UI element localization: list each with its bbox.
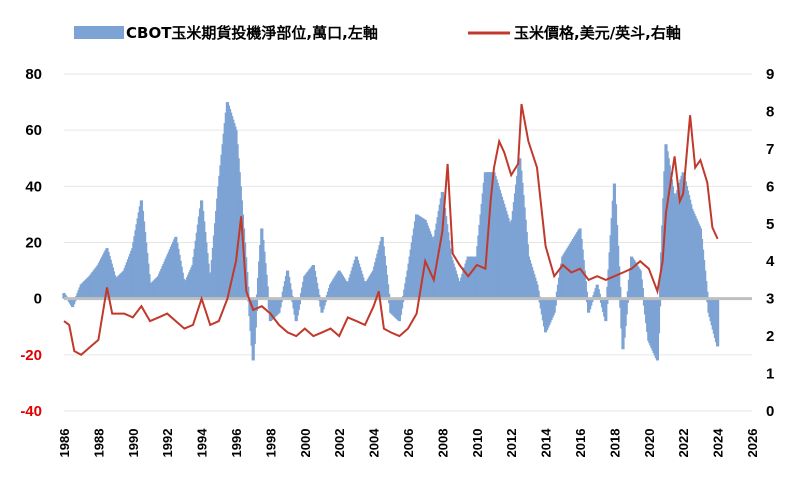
bar [605, 298, 609, 304]
x-tick-label: 2022 [676, 429, 691, 458]
x-tick-label: 2018 [607, 429, 622, 458]
y-left-tick-label: 0 [34, 291, 42, 308]
bar [704, 281, 708, 299]
y-right-tick-label: 7 [766, 141, 774, 158]
bar [279, 298, 283, 303]
bar [399, 298, 404, 309]
x-tick-label: 1992 [160, 429, 175, 458]
x-tick-label: 2002 [332, 429, 347, 458]
bar [656, 298, 661, 334]
y-right-tick-label: 9 [766, 66, 774, 83]
line-series [63, 103, 719, 357]
bar [705, 291, 709, 299]
x-tick-label: 2024 [711, 428, 726, 458]
x-tick-label: 1996 [229, 429, 244, 458]
bar [624, 298, 628, 315]
y-left-tick-label: 60 [25, 122, 42, 139]
y-left-tick-label: 20 [25, 235, 42, 252]
x-tick-label: 2016 [573, 429, 588, 458]
x-tick-label: 2010 [470, 429, 485, 458]
bar [716, 298, 720, 347]
y-right-tick-label: 8 [766, 103, 774, 120]
bar [253, 298, 257, 328]
axis-ticks: 80 60 40 20 0 -20 -40 9 8 7 6 5 4 3 2 1 0 1986 1988 1990 199… [20, 66, 775, 457]
x-tick-label: 1990 [126, 429, 141, 458]
bar [385, 284, 390, 299]
bar [536, 290, 540, 299]
bar [618, 287, 622, 299]
x-tick-label: 1988 [91, 429, 106, 458]
bar [323, 298, 327, 303]
x-tick-label: 1986 [57, 429, 72, 458]
y-right-tick-label: 5 [766, 216, 774, 233]
y-left-tick-label: -20 [20, 347, 42, 364]
bar [278, 298, 282, 308]
bar [625, 298, 629, 303]
y-left-tick-label: 80 [25, 66, 42, 83]
bar [583, 281, 587, 299]
bar [584, 291, 589, 299]
x-tick-label: 2004 [367, 428, 382, 458]
y-right-tick-label: 4 [766, 253, 775, 270]
gridlines [64, 73, 752, 412]
y-right-tick-label: 3 [766, 291, 774, 308]
bar [401, 298, 405, 303]
legend-label-bars: CBOT玉米期貨投機淨部位,萬口,左軸 [126, 24, 378, 42]
y-right-tick-label: 6 [766, 178, 774, 195]
x-tick-label: 1994 [195, 428, 210, 458]
bar [316, 288, 320, 299]
bar [640, 288, 644, 299]
bar [387, 293, 391, 299]
bar [590, 298, 594, 303]
y-right-tick-label: 2 [766, 328, 774, 345]
x-tick-label: 2006 [401, 429, 416, 458]
x-tick-label: 2000 [298, 429, 313, 458]
legend: CBOT玉米期貨投機淨部位,萬口,左軸 玉米價格,美元/英斗,右軸 [74, 24, 681, 42]
bar [604, 298, 608, 322]
bar [297, 298, 302, 305]
x-tick-label: 1998 [263, 429, 278, 458]
bar [265, 286, 269, 299]
x-tick-label: 2012 [504, 429, 519, 458]
x-tick-label: 2026 [745, 429, 760, 458]
legend-label-line: 玉米價格,美元/英斗,右軸 [514, 24, 681, 42]
bar [317, 294, 321, 299]
y-left-tick-label: -40 [20, 403, 42, 420]
bar [553, 298, 557, 306]
y-right-tick-label: 1 [766, 366, 774, 383]
bar [657, 298, 662, 307]
bar [254, 298, 259, 311]
y-right-tick-label: 0 [766, 403, 774, 420]
bar [289, 289, 293, 299]
x-tick-label: 2014 [539, 428, 554, 458]
y-left-tick-label: 40 [25, 178, 42, 195]
bar-series [62, 102, 720, 361]
x-tick-label: 2020 [642, 429, 657, 458]
bar [597, 293, 601, 299]
legend-swatch-bars [74, 26, 124, 39]
bar [617, 266, 621, 299]
x-tick-label: 2008 [435, 429, 450, 458]
